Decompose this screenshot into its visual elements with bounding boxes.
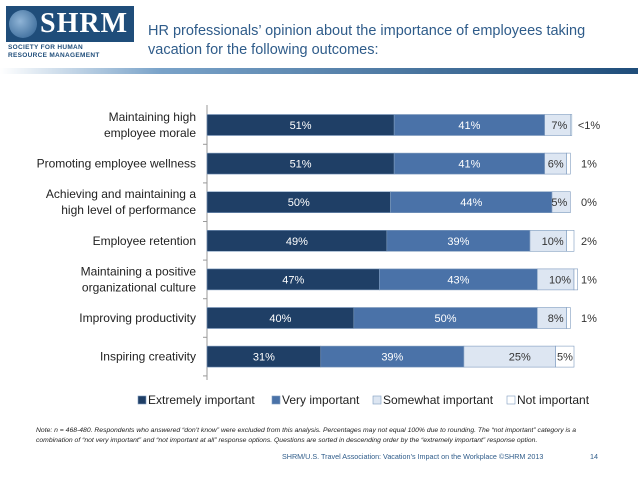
legend-label: Somewhat important	[383, 393, 494, 407]
bar-segment-not-important	[566, 152, 571, 175]
bar-segment-not-important	[570, 114, 573, 136]
category-label: Improving productivity	[79, 311, 196, 325]
category-label: organizational culture	[82, 280, 196, 294]
data-label: 2%	[581, 236, 597, 248]
legend-swatch	[137, 395, 147, 405]
category-label: Maintaining high	[109, 110, 196, 124]
data-label: 0%	[581, 197, 597, 209]
data-label: 5%	[551, 197, 567, 209]
bar-segment-not-important	[573, 268, 578, 291]
category-label: Promoting employee wellness	[37, 157, 196, 171]
data-label: 10%	[542, 236, 564, 248]
page-title: HR professionals’ opinion about the impo…	[148, 23, 586, 58]
category-label: Inspiring creativity	[100, 350, 196, 364]
data-label: 6%	[548, 159, 564, 171]
bar-segment-not-important	[555, 345, 575, 368]
data-label: <1%	[578, 120, 601, 132]
data-label: 44%	[460, 197, 482, 209]
page-number: 14	[590, 452, 598, 461]
data-label: 39%	[381, 352, 403, 364]
bar-segment-somewhat-important	[551, 191, 571, 213]
data-label: 41%	[458, 120, 480, 132]
data-label: 5%	[557, 352, 573, 364]
category-label: employee morale	[104, 126, 196, 140]
logo-subtitle: SOCIETY FOR HUMAN RESOURCE MANAGEMENT	[8, 44, 100, 59]
data-label: 1%	[581, 313, 597, 325]
bar-segment-not-important	[566, 307, 571, 329]
legend-swatch	[506, 395, 516, 405]
category-label: Employee retention	[93, 234, 196, 248]
data-label: 51%	[290, 159, 312, 171]
data-label: 1%	[581, 159, 597, 171]
footnote: Note: n = 468-480. Respondents who answe…	[36, 427, 577, 444]
legend-label: Not important	[517, 393, 590, 407]
data-label: 25%	[509, 352, 531, 364]
legend-label: Extremely important	[148, 393, 255, 407]
data-label: 49%	[286, 236, 308, 248]
data-label: 43%	[447, 274, 469, 286]
category-label: Achieving and maintaining a	[46, 187, 196, 201]
header-rule	[0, 68, 638, 74]
data-label: 1%	[581, 274, 597, 286]
data-label: 31%	[253, 352, 275, 364]
data-label: 7%	[551, 120, 567, 132]
data-label: 50%	[435, 313, 457, 325]
data-label: 40%	[269, 313, 291, 325]
data-label: 39%	[447, 236, 469, 248]
data-label: 8%	[548, 313, 564, 325]
data-label: 51%	[290, 120, 312, 132]
data-label: 50%	[288, 197, 310, 209]
data-label: 47%	[282, 274, 304, 286]
category-label: high level of performance	[61, 203, 196, 217]
legend-label: Very important	[282, 393, 360, 407]
globe-icon	[9, 10, 37, 38]
data-label: 10%	[549, 274, 571, 286]
legend-swatch	[271, 395, 281, 405]
stacked-bar-chart: Maintaining high employee morale 51% 41% 7% <…	[37, 105, 601, 407]
source-citation: SHRM/U.S. Travel Association: Vacation’s…	[282, 452, 544, 461]
legend-swatch	[372, 395, 382, 405]
shrm-logo: SHRM SOCIETY FOR HUMAN RESOURCE MANAGEME…	[6, 6, 136, 68]
bar-segment-not-important	[566, 230, 575, 252]
data-label: 41%	[458, 159, 480, 171]
logo-word-text: SHRM	[40, 8, 128, 39]
category-label: Maintaining a positive	[81, 264, 197, 278]
